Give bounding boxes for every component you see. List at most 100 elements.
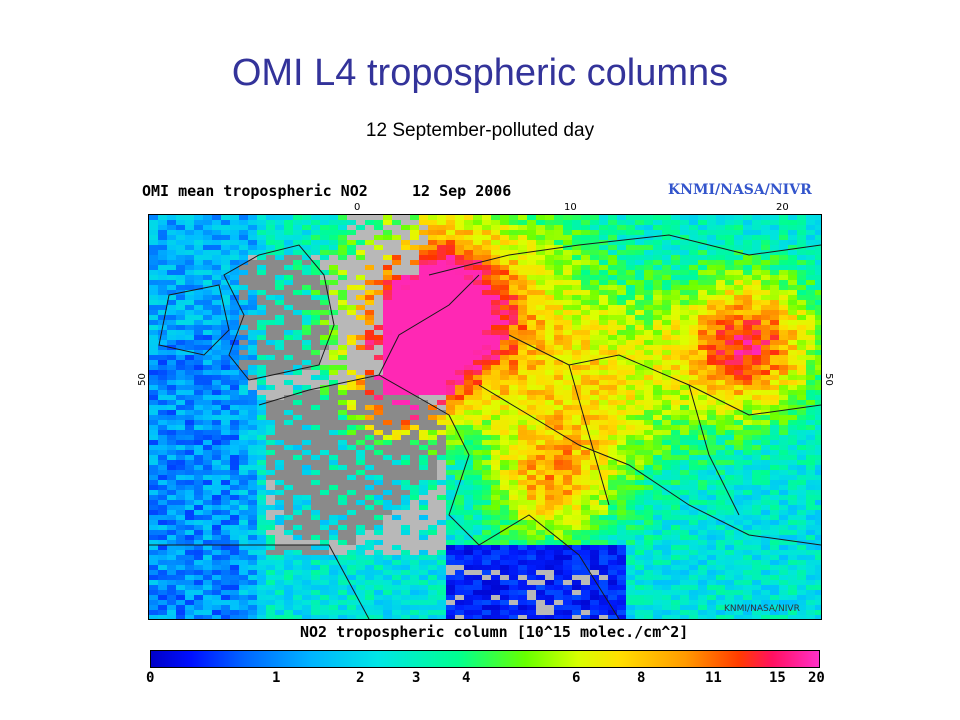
no2-pixel: [338, 425, 348, 431]
no2-pixel: [356, 475, 366, 481]
no2-pixel: [437, 435, 447, 441]
no2-pixel: [509, 215, 519, 221]
no2-pixel: [581, 295, 591, 301]
no2-pixel: [581, 265, 591, 271]
no2-pixel: [698, 505, 708, 511]
no2-pixel: [752, 455, 762, 461]
no2-pixel: [212, 305, 222, 311]
no2-pixel: [365, 250, 375, 256]
no2-pixel: [401, 390, 411, 396]
no2-pixel: [239, 275, 249, 281]
no2-pixel: [275, 450, 285, 456]
no2-pixel: [473, 520, 483, 526]
no2-pixel: [491, 375, 501, 381]
no2-pixel: [500, 485, 510, 491]
no2-pixel: [464, 540, 474, 546]
no2-pixel: [212, 270, 222, 276]
no2-pixel: [770, 265, 780, 271]
no2-pixel: [392, 415, 402, 421]
no2-pixel: [212, 220, 222, 226]
no2-pixel: [680, 445, 690, 451]
no2-pixel: [806, 330, 816, 336]
no2-pixel: [599, 215, 609, 221]
no2-pixel: [662, 425, 672, 431]
no2-pixel: [725, 370, 735, 376]
no2-pixel: [428, 245, 438, 251]
no2-pixel: [518, 275, 528, 281]
no2-pixel: [311, 450, 321, 456]
no2-pixel: [698, 435, 708, 441]
no2-pixel: [410, 340, 420, 346]
no2-pixel: [239, 240, 249, 246]
no2-pixel: [482, 290, 492, 296]
no2-pixel: [626, 460, 636, 466]
no2-pixel: [563, 225, 573, 231]
no2-pixel: [788, 240, 798, 246]
no2-pixel: [536, 325, 546, 331]
no2-pixel: [815, 310, 821, 316]
no2-pixel: [374, 545, 384, 551]
no2-pixel: [698, 300, 708, 306]
no2-pixel: [788, 490, 798, 496]
no2-pixel: [374, 355, 384, 361]
no2-pixel: [284, 490, 294, 496]
no2-pixel: [689, 275, 699, 281]
no2-pixel: [248, 535, 258, 541]
no2-pixel: [221, 295, 231, 301]
no2-pixel: [797, 520, 807, 526]
no2-pixel: [410, 395, 420, 401]
no2-pixel: [761, 230, 771, 236]
no2-pixel: [662, 240, 672, 246]
no2-pixel: [725, 255, 735, 261]
no2-pixel: [401, 235, 411, 241]
no2-pixel: [797, 250, 807, 256]
no2-pixel: [491, 275, 501, 281]
no2-pixel: [374, 310, 384, 316]
no2-pixel: [734, 540, 744, 546]
no2-pixel: [149, 505, 159, 511]
no2-pixel: [518, 295, 528, 301]
no2-pixel: [788, 310, 798, 316]
no2-pixel: [230, 350, 240, 356]
no2-pixel: [698, 510, 708, 516]
no2-pixel: [743, 455, 753, 461]
no2-pixel: [563, 535, 573, 541]
no2-pixel: [311, 215, 321, 221]
no2-pixel: [644, 450, 654, 456]
no2-pixel: [176, 330, 186, 336]
no2-pixel: [752, 290, 762, 296]
no2-pixel: [356, 230, 366, 236]
no2-pixel: [509, 355, 519, 361]
no2-pixel: [419, 330, 429, 336]
no2-pixel: [509, 490, 519, 496]
no2-pixel: [788, 405, 798, 411]
no2-pixel: [806, 335, 816, 341]
no2-pixel: [212, 400, 222, 406]
no2-pixel: [194, 415, 204, 421]
no2-pixel: [374, 465, 384, 471]
no2-pixel: [482, 500, 492, 506]
no2-pixel: [437, 490, 447, 496]
no2-pixel: [149, 225, 159, 231]
no2-pixel: [518, 510, 528, 516]
no2-pixel: [563, 350, 573, 356]
no2-pixel: [194, 425, 204, 431]
no2-pixel: [464, 325, 474, 331]
no2-pixel: [599, 255, 609, 261]
no2-pixel: [212, 230, 222, 236]
no2-pixel: [212, 480, 222, 486]
no2-pixel: [518, 315, 528, 321]
no2-pixel: [329, 400, 339, 406]
no2-pixel: [662, 500, 672, 506]
no2-pixel: [770, 525, 780, 531]
no2-pixel: [653, 245, 663, 251]
no2-pixel: [356, 385, 366, 391]
no2-pixel: [248, 330, 258, 336]
no2-pixel: [194, 450, 204, 456]
no2-pixel: [437, 305, 447, 311]
no2-pixel: [473, 515, 483, 521]
no2-pixel: [302, 375, 312, 381]
no2-pixel: [725, 355, 735, 361]
no2-pixel: [455, 485, 465, 491]
no2-pixel: [581, 305, 591, 311]
